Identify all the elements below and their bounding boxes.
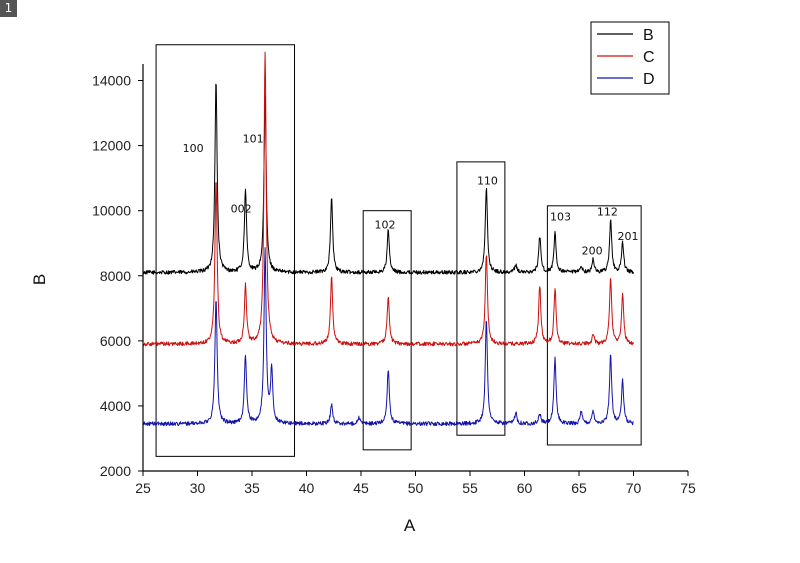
peak-annotations: 100 101 002 102 110 103 112 200 201 <box>183 132 639 257</box>
series-layer <box>142 51 634 427</box>
peak-label: 112 <box>597 206 618 219</box>
highlight-boxes <box>155 44 642 457</box>
series-line-d <box>142 247 634 427</box>
y-tick-label: 6000 <box>100 333 131 349</box>
y-tick-label: 4000 <box>100 398 131 414</box>
x-tick-label: 75 <box>680 480 696 496</box>
legend-label-c: C <box>643 49 655 66</box>
peak-label: 100 <box>183 142 204 155</box>
x-tick-label: 40 <box>299 480 315 496</box>
peak-label: 002 <box>231 202 252 215</box>
y-tick-label: 10000 <box>92 203 131 219</box>
axes: 25 30 35 40 45 50 55 60 65 70 75 2000 4000 6000 8000 10… <box>92 64 696 496</box>
legend-label-d: D <box>643 71 655 88</box>
peak-label: 103 <box>550 210 571 223</box>
figure-number-badge: 1 <box>0 0 17 17</box>
x-tick-label: 60 <box>517 480 533 496</box>
x-tick-label: 25 <box>135 480 151 496</box>
x-axis-title: A <box>404 516 416 535</box>
legend: BCD <box>590 21 670 95</box>
highlight-box <box>362 210 412 451</box>
series-line-c <box>142 51 634 347</box>
highlight-box <box>546 205 642 446</box>
x-tick-label: 30 <box>190 480 206 496</box>
legend-label-b: B <box>643 27 654 44</box>
highlight-box <box>155 44 296 457</box>
y-tick-label: 2000 <box>100 463 131 479</box>
peak-label: 101 <box>243 132 264 145</box>
peak-label: 200 <box>582 245 603 258</box>
x-tick-label: 65 <box>571 480 587 496</box>
y-tick-label: 8000 <box>100 268 131 284</box>
highlight-box <box>456 161 506 436</box>
y-axis-title: B <box>30 274 49 285</box>
x-tick-label: 45 <box>353 480 369 496</box>
peak-label: 102 <box>374 219 395 232</box>
y-tick-label: 12000 <box>92 138 131 154</box>
x-tick-label: 55 <box>462 480 478 496</box>
y-tick-label: 14000 <box>92 73 131 89</box>
x-tick-label: 70 <box>626 480 642 496</box>
x-tick-label: 50 <box>408 480 424 496</box>
x-tick-label: 35 <box>244 480 260 496</box>
peak-label: 201 <box>618 230 639 243</box>
peak-label: 110 <box>477 175 498 188</box>
legend-box <box>590 21 670 95</box>
series-line-b <box>142 83 634 275</box>
